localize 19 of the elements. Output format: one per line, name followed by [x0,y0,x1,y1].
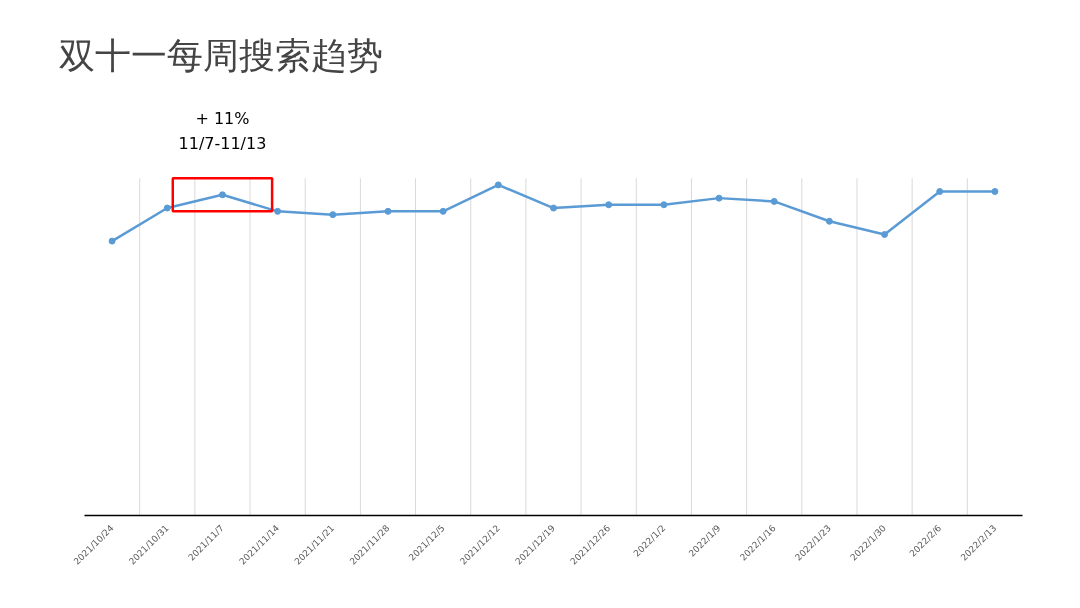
point [384,207,392,215]
annotation: + 11% 11/7-11/13 [178,109,267,153]
point [715,194,723,202]
chart-title: 双十一每周搜索趋势 [58,34,383,76]
point [825,217,833,225]
point [881,231,889,238]
point [218,191,226,199]
point [439,207,447,215]
point [274,207,282,215]
point [329,211,337,219]
point [936,188,944,196]
point [163,204,171,212]
point [660,201,668,209]
point [494,181,502,189]
point [991,188,999,196]
point [605,201,613,209]
point [770,197,778,205]
point [550,204,557,212]
point [108,237,116,245]
